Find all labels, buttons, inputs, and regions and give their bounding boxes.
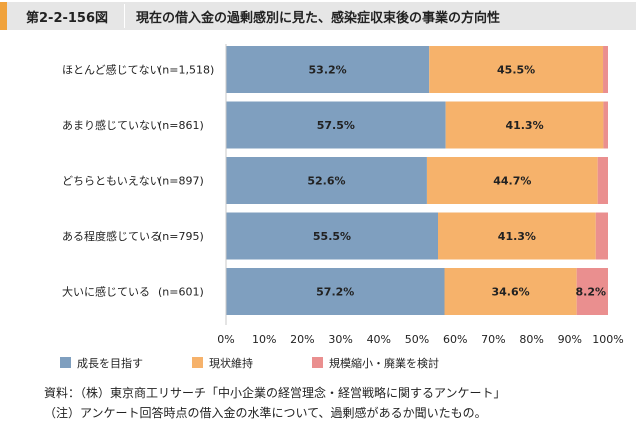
data-label: 41.3% xyxy=(505,119,543,132)
x-tick-label: 60% xyxy=(443,333,467,346)
data-label: 55.5% xyxy=(313,230,351,243)
category-label: ほとんど感じてない xyxy=(62,64,161,77)
data-label: 8.2% xyxy=(575,286,606,299)
figure-number: 第2-2-156図 xyxy=(26,11,109,26)
data-label: 57.5% xyxy=(317,119,355,132)
data-label: 53.2% xyxy=(309,64,347,77)
title-accent xyxy=(0,2,7,30)
bar-segment xyxy=(226,157,427,204)
sample-size-label: (n=795) xyxy=(158,230,204,243)
bar-segment xyxy=(226,46,430,93)
sample-size-label: (n=601) xyxy=(158,286,204,299)
data-label: 44.7% xyxy=(493,175,531,188)
bar-segment xyxy=(426,157,598,204)
category-label: どちらともいえない xyxy=(62,175,161,188)
data-label: 34.6% xyxy=(492,286,530,299)
legend-label-maintain: 現状維持 xyxy=(209,357,253,370)
sample-size-label: (n=897) xyxy=(158,175,204,188)
bar-segment xyxy=(226,212,439,260)
sample-size-label: (n=1,518) xyxy=(158,64,214,77)
x-tick-label: 0% xyxy=(217,333,234,346)
source-note: 資料：（株）東京商工リサーチ「中小企業の経営理念・経営戦略に関するアンケート」 xyxy=(44,386,506,400)
legend-label-growth: 成長を目指す xyxy=(77,357,143,370)
x-tick-label: 70% xyxy=(481,333,505,346)
bar-segment xyxy=(603,46,608,93)
bar-segment xyxy=(444,268,577,315)
x-tick-label: 10% xyxy=(252,333,276,346)
legend-item-growth: 成長を目指す xyxy=(60,355,143,371)
title-separator xyxy=(124,4,125,28)
data-label: 45.5% xyxy=(497,64,535,77)
legend-swatch-maintain xyxy=(192,357,203,368)
x-tick-label: 100% xyxy=(592,333,623,346)
legend-label-shrink: 規模縮小・廃業を検討 xyxy=(329,357,439,370)
category-label: あまり感じていない xyxy=(62,119,161,132)
legend-item-maintain: 現状維持 xyxy=(192,355,253,371)
legend-swatch-shrink xyxy=(312,357,323,368)
x-tick-label: 90% xyxy=(558,333,582,346)
bar-segment xyxy=(429,46,604,93)
bar-segment xyxy=(603,101,608,149)
bar-segment xyxy=(597,157,608,204)
stacked-bar-chart: ほとんど感じてないあまり感じていないどちらともいえないある程度感じている大いに感… xyxy=(62,44,624,346)
bar-segment xyxy=(595,212,608,260)
figure-title: 現在の借入金の過剰感別に見た、感染症収束後の事業の方向性 xyxy=(136,11,501,26)
x-tick-label: 80% xyxy=(519,333,543,346)
category-label: ある程度感じている xyxy=(62,229,161,243)
sample-size-label: (n=861) xyxy=(158,119,204,132)
data-label: 57.2% xyxy=(316,286,354,299)
bar-segment xyxy=(576,268,608,315)
footnote: （注）アンケート回答時点の借入金の水準について、過剰感があるか聞いたもの。 xyxy=(44,406,487,420)
x-tick-label: 20% xyxy=(290,333,314,346)
legend-item-shrink: 規模縮小・廃業を検討 xyxy=(312,355,439,371)
category-label: 大いに感じている xyxy=(62,285,150,299)
title-bar: 第2-2-156図 現在の借入金の過剰感別に見た、感染症収束後の事業の方向性 xyxy=(0,2,636,30)
bar-segment xyxy=(226,268,445,315)
data-label: 52.6% xyxy=(307,175,345,188)
bar-segment xyxy=(438,212,596,260)
data-label: 41.3% xyxy=(498,230,536,243)
bar-segment xyxy=(226,101,446,149)
x-tick-label: 40% xyxy=(367,333,391,346)
bar-segment xyxy=(445,101,604,149)
x-tick-label: 50% xyxy=(405,333,429,346)
legend-swatch-growth xyxy=(60,357,71,368)
x-tick-label: 30% xyxy=(328,333,352,346)
